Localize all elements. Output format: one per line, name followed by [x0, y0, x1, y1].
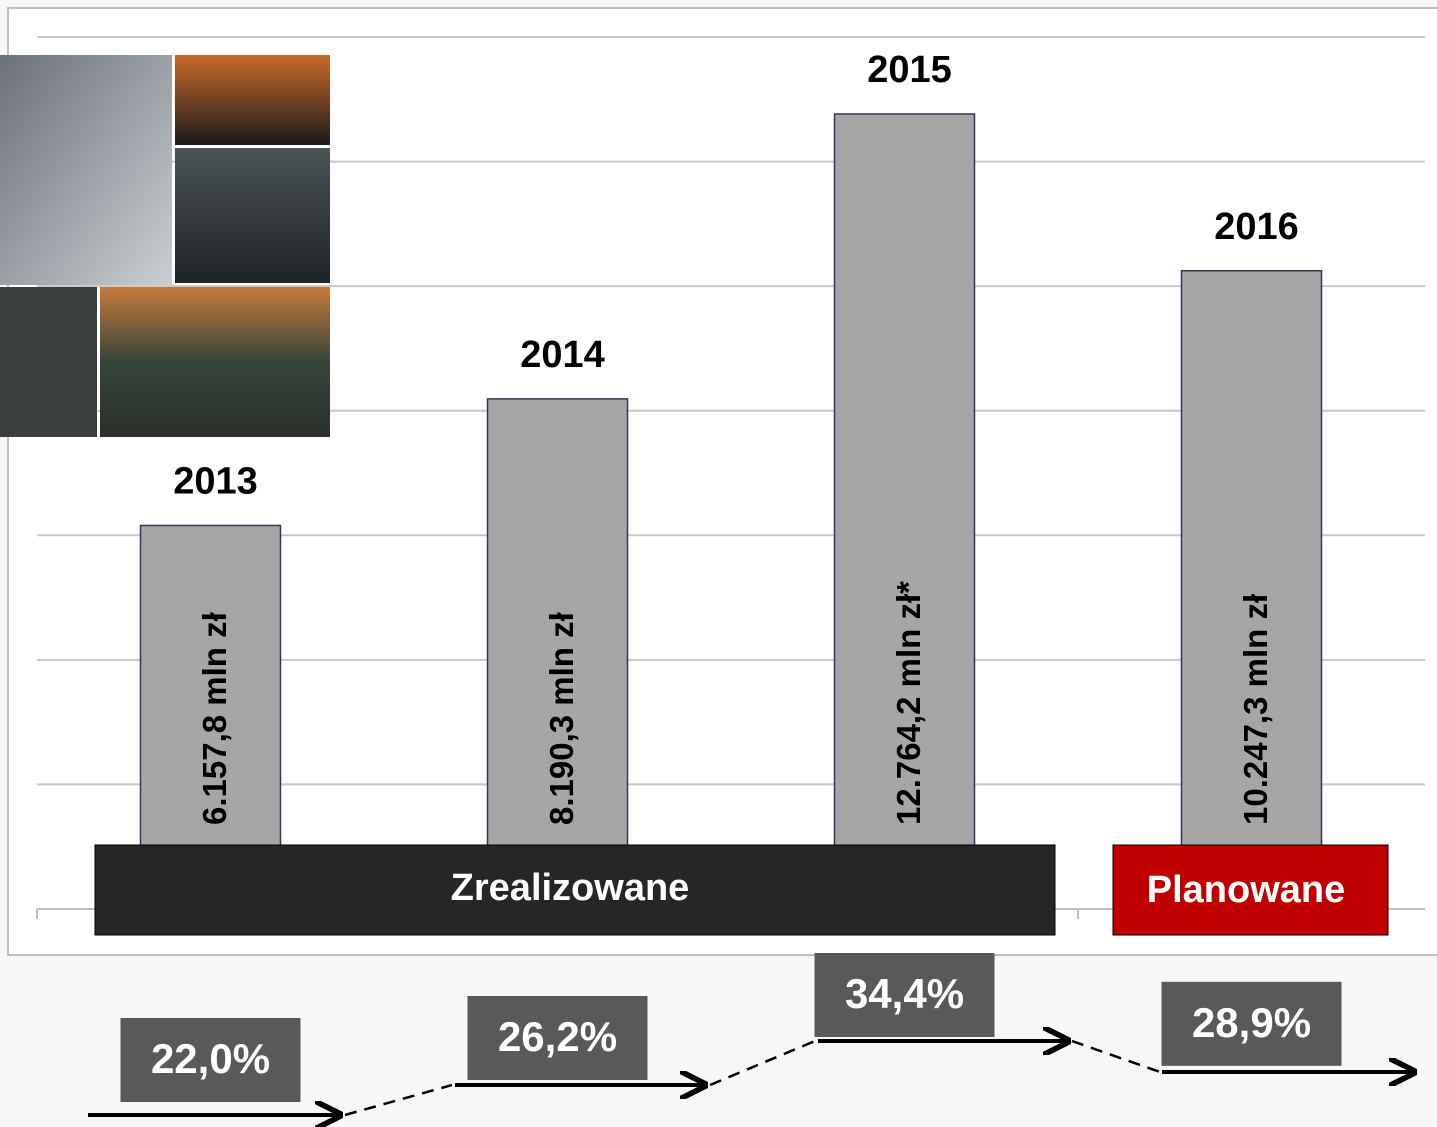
value-label: 10.247,3 mln zł: [1237, 594, 1274, 825]
connector: [1072, 1041, 1160, 1072]
rate-label: 26,2%: [498, 1013, 617, 1060]
connector: [710, 1041, 815, 1085]
rates: 22,0% 26,2% 34,4% 28,9%: [121, 953, 1342, 1102]
photo: [100, 287, 330, 437]
photo: [0, 55, 172, 285]
photo: [175, 55, 330, 145]
category-label: 2015: [867, 49, 952, 91]
value-label: 8.190,3 mln zł: [543, 612, 580, 825]
group-label: Zrealizowane: [451, 867, 690, 909]
page: 2013 6.157,8 mln zł 2014 8.190,3 mln zł 2015…: [0, 0, 1437, 1127]
category-label: 2016: [1214, 206, 1299, 248]
photo: [0, 287, 97, 437]
connector: [345, 1085, 452, 1115]
rate-label: 34,4%: [845, 970, 964, 1017]
group-label: Planowane: [1147, 869, 1346, 911]
category-label: 2014: [520, 334, 605, 376]
rate-label: 28,9%: [1192, 999, 1311, 1046]
category-label: 2013: [173, 460, 258, 502]
photo: [175, 148, 330, 283]
photo-collage: [0, 55, 330, 437]
chart: 2013 6.157,8 mln zł 2014 8.190,3 mln zł 2015…: [0, 0, 1437, 1127]
rate-label: 22,0%: [151, 1035, 270, 1082]
value-label: 12.764,2 mln zł*: [890, 581, 927, 825]
value-label: 6.157,8 mln zł: [196, 612, 233, 825]
